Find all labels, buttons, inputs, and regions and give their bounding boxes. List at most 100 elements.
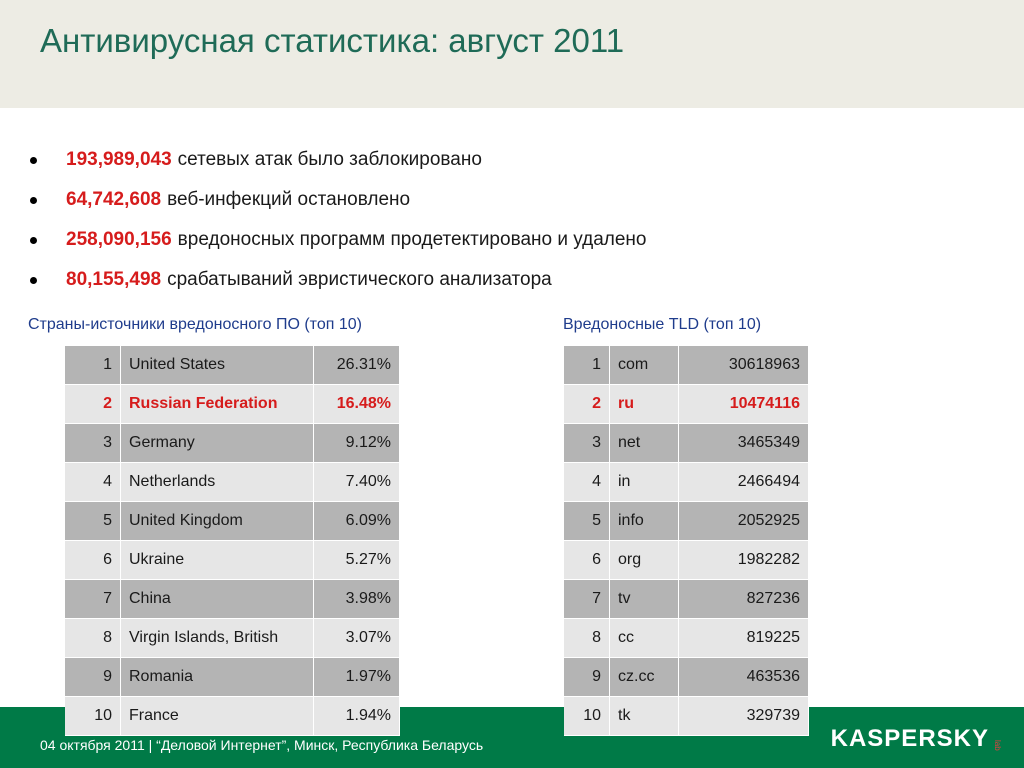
table-row: 8 cc 819225 [564, 619, 809, 658]
table-row: 2 Russian Federation 16.48% [65, 385, 400, 424]
table-row: 1 com 30618963 [564, 346, 809, 385]
count-cell: 1982282 [679, 541, 809, 580]
bullet-icon [30, 276, 37, 284]
rank-cell: 1 [65, 346, 121, 385]
table-row: 3 net 3465349 [564, 424, 809, 463]
rank-cell: 7 [65, 580, 121, 619]
count-cell: 2052925 [679, 502, 809, 541]
country-cell: United States [121, 346, 314, 385]
logo-lab: lab [993, 740, 1002, 751]
stat-value: 193,989,043 [66, 149, 172, 170]
rank-cell: 8 [65, 619, 121, 658]
bullet-icon [30, 196, 37, 204]
rank-cell: 7 [564, 580, 610, 619]
count-cell: 10474116 [679, 385, 809, 424]
stat-text: срабатываний эвристического анализатора [167, 269, 552, 290]
tld-cell: org [610, 541, 679, 580]
country-cell: China [121, 580, 314, 619]
countries-caption: Страны-источники вредоносного ПО (топ 10… [28, 316, 362, 333]
table-row: 7 tv 827236 [564, 580, 809, 619]
stat-value: 80,155,498 [66, 269, 162, 290]
share-cell: 6.09% [314, 502, 400, 541]
country-cell: Germany [121, 424, 314, 463]
rank-cell: 10 [65, 697, 121, 736]
table-row: 3 Germany 9.12% [65, 424, 400, 463]
table-row: 6 Ukraine 5.27% [65, 541, 400, 580]
count-cell: 30618963 [679, 346, 809, 385]
bullet-icon [30, 156, 37, 164]
logo-wordmark: KASPERSKY [830, 725, 989, 752]
stat-item: 193,989,043 сетевых атак было заблокиров… [30, 140, 970, 180]
share-cell: 5.27% [314, 541, 400, 580]
rank-cell: 6 [564, 541, 610, 580]
tld-cell: tk [610, 697, 679, 736]
stat-text: сетевых атак было заблокировано [177, 149, 482, 170]
stat-text: веб-инфекций остановлено [167, 189, 411, 210]
rank-cell: 8 [564, 619, 610, 658]
stat-text: вредоносных программ продетектировано и … [177, 229, 647, 250]
stat-value: 64,742,608 [66, 189, 162, 210]
table-row: 8 Virgin Islands, British 3.07% [65, 619, 400, 658]
stat-value: 258,090,156 [66, 229, 172, 250]
tld-cell: ru [610, 385, 679, 424]
kaspersky-logo: KASPERSKY lab [830, 725, 1002, 752]
stat-item: 64,742,608 веб-инфекций остановлено [30, 180, 970, 220]
tld-cell: cz.cc [610, 658, 679, 697]
rank-cell: 1 [564, 346, 610, 385]
tld-table: 1 com 30618963 2 ru 10474116 3 net 34653… [564, 346, 809, 736]
count-cell: 3465349 [679, 424, 809, 463]
tld-cell: in [610, 463, 679, 502]
table-row: 2 ru 10474116 [564, 385, 809, 424]
stats-list: 193,989,043 сетевых атак было заблокиров… [30, 140, 970, 300]
share-cell: 26.31% [314, 346, 400, 385]
rank-cell: 6 [65, 541, 121, 580]
table-row: 1 United States 26.31% [65, 346, 400, 385]
count-cell: 329739 [679, 697, 809, 736]
rank-cell: 9 [564, 658, 610, 697]
stat-item: 80,155,498 срабатываний эвристического а… [30, 260, 970, 300]
rank-cell: 3 [65, 424, 121, 463]
tld-cell: net [610, 424, 679, 463]
footer-text: 04 октября 2011 | “Деловой Интернет”, Ми… [40, 737, 484, 753]
share-cell: 16.48% [314, 385, 400, 424]
table-row: 4 Netherlands 7.40% [65, 463, 400, 502]
tld-cell: info [610, 502, 679, 541]
share-cell: 3.98% [314, 580, 400, 619]
table-row: 5 United Kingdom 6.09% [65, 502, 400, 541]
share-cell: 9.12% [314, 424, 400, 463]
rank-cell: 4 [65, 463, 121, 502]
table-row: 6 org 1982282 [564, 541, 809, 580]
table-row: 10 tk 329739 [564, 697, 809, 736]
country-cell: Romania [121, 658, 314, 697]
tld-cell: cc [610, 619, 679, 658]
rank-cell: 2 [564, 385, 610, 424]
table-row: 5 info 2052925 [564, 502, 809, 541]
country-cell: Netherlands [121, 463, 314, 502]
tld-cell: tv [610, 580, 679, 619]
table-row: 9 Romania 1.97% [65, 658, 400, 697]
share-cell: 1.94% [314, 697, 400, 736]
count-cell: 2466494 [679, 463, 809, 502]
bullet-icon [30, 236, 37, 244]
rank-cell: 4 [564, 463, 610, 502]
rank-cell: 10 [564, 697, 610, 736]
share-cell: 7.40% [314, 463, 400, 502]
countries-table: 1 United States 26.31% 2 Russian Federat… [65, 346, 400, 736]
rank-cell: 5 [65, 502, 121, 541]
share-cell: 1.97% [314, 658, 400, 697]
count-cell: 819225 [679, 619, 809, 658]
table-row: 7 China 3.98% [65, 580, 400, 619]
count-cell: 463536 [679, 658, 809, 697]
count-cell: 827236 [679, 580, 809, 619]
stat-item: 258,090,156 вредоносных программ продете… [30, 220, 970, 260]
table-row: 10 France 1.94% [65, 697, 400, 736]
tld-cell: com [610, 346, 679, 385]
header-band: Антивирусная статистика: август 2011 [0, 0, 1024, 108]
country-cell: Virgin Islands, British [121, 619, 314, 658]
country-cell: Ukraine [121, 541, 314, 580]
rank-cell: 9 [65, 658, 121, 697]
rank-cell: 3 [564, 424, 610, 463]
country-cell: United Kingdom [121, 502, 314, 541]
rank-cell: 2 [65, 385, 121, 424]
table-row: 9 cz.cc 463536 [564, 658, 809, 697]
